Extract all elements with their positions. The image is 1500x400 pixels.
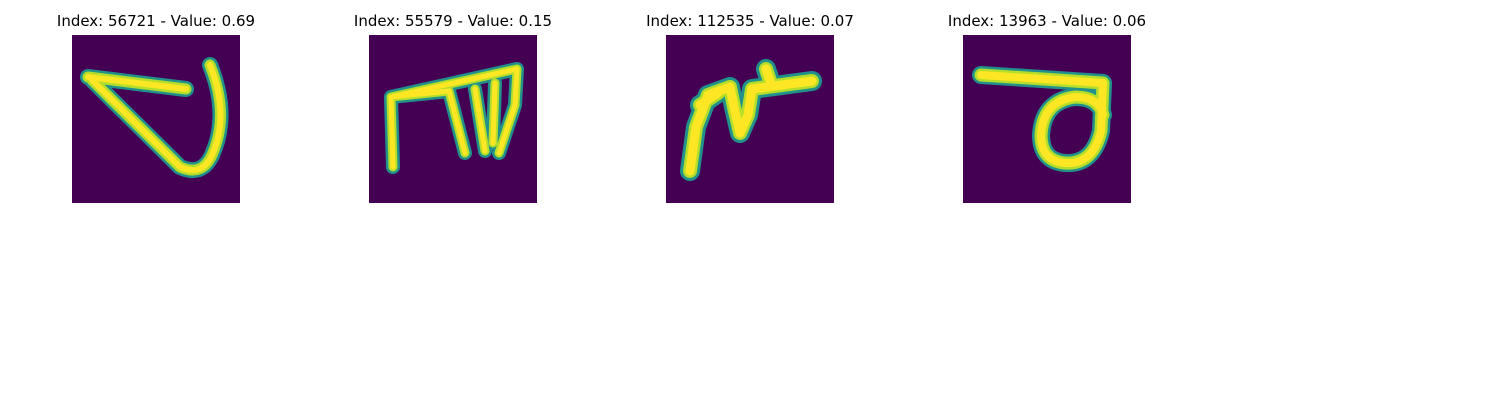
image-panel-2: Index: 55579 - Value: 0.15 [303,0,603,210]
digit-image [72,35,240,203]
glyph-d-icon [963,35,1131,203]
panel-title: Index: 56721 - Value: 0.69 [6,12,306,30]
digit-image [666,35,834,203]
image-panel-4: Index: 13963 - Value: 0.06 [897,0,1197,210]
glyph-a-icon [72,35,240,203]
panel-title: Index: 55579 - Value: 0.15 [303,12,603,30]
digit-image [963,35,1131,203]
image-panel-1: Index: 56721 - Value: 0.69 [6,0,306,210]
panel-title: Index: 13963 - Value: 0.06 [897,12,1197,30]
glyph-b-icon [369,35,537,203]
panel-title: Index: 112535 - Value: 0.07 [600,12,900,30]
digit-image [369,35,537,203]
image-panel-3: Index: 112535 - Value: 0.07 [600,0,900,210]
glyph-c-icon [666,35,834,203]
